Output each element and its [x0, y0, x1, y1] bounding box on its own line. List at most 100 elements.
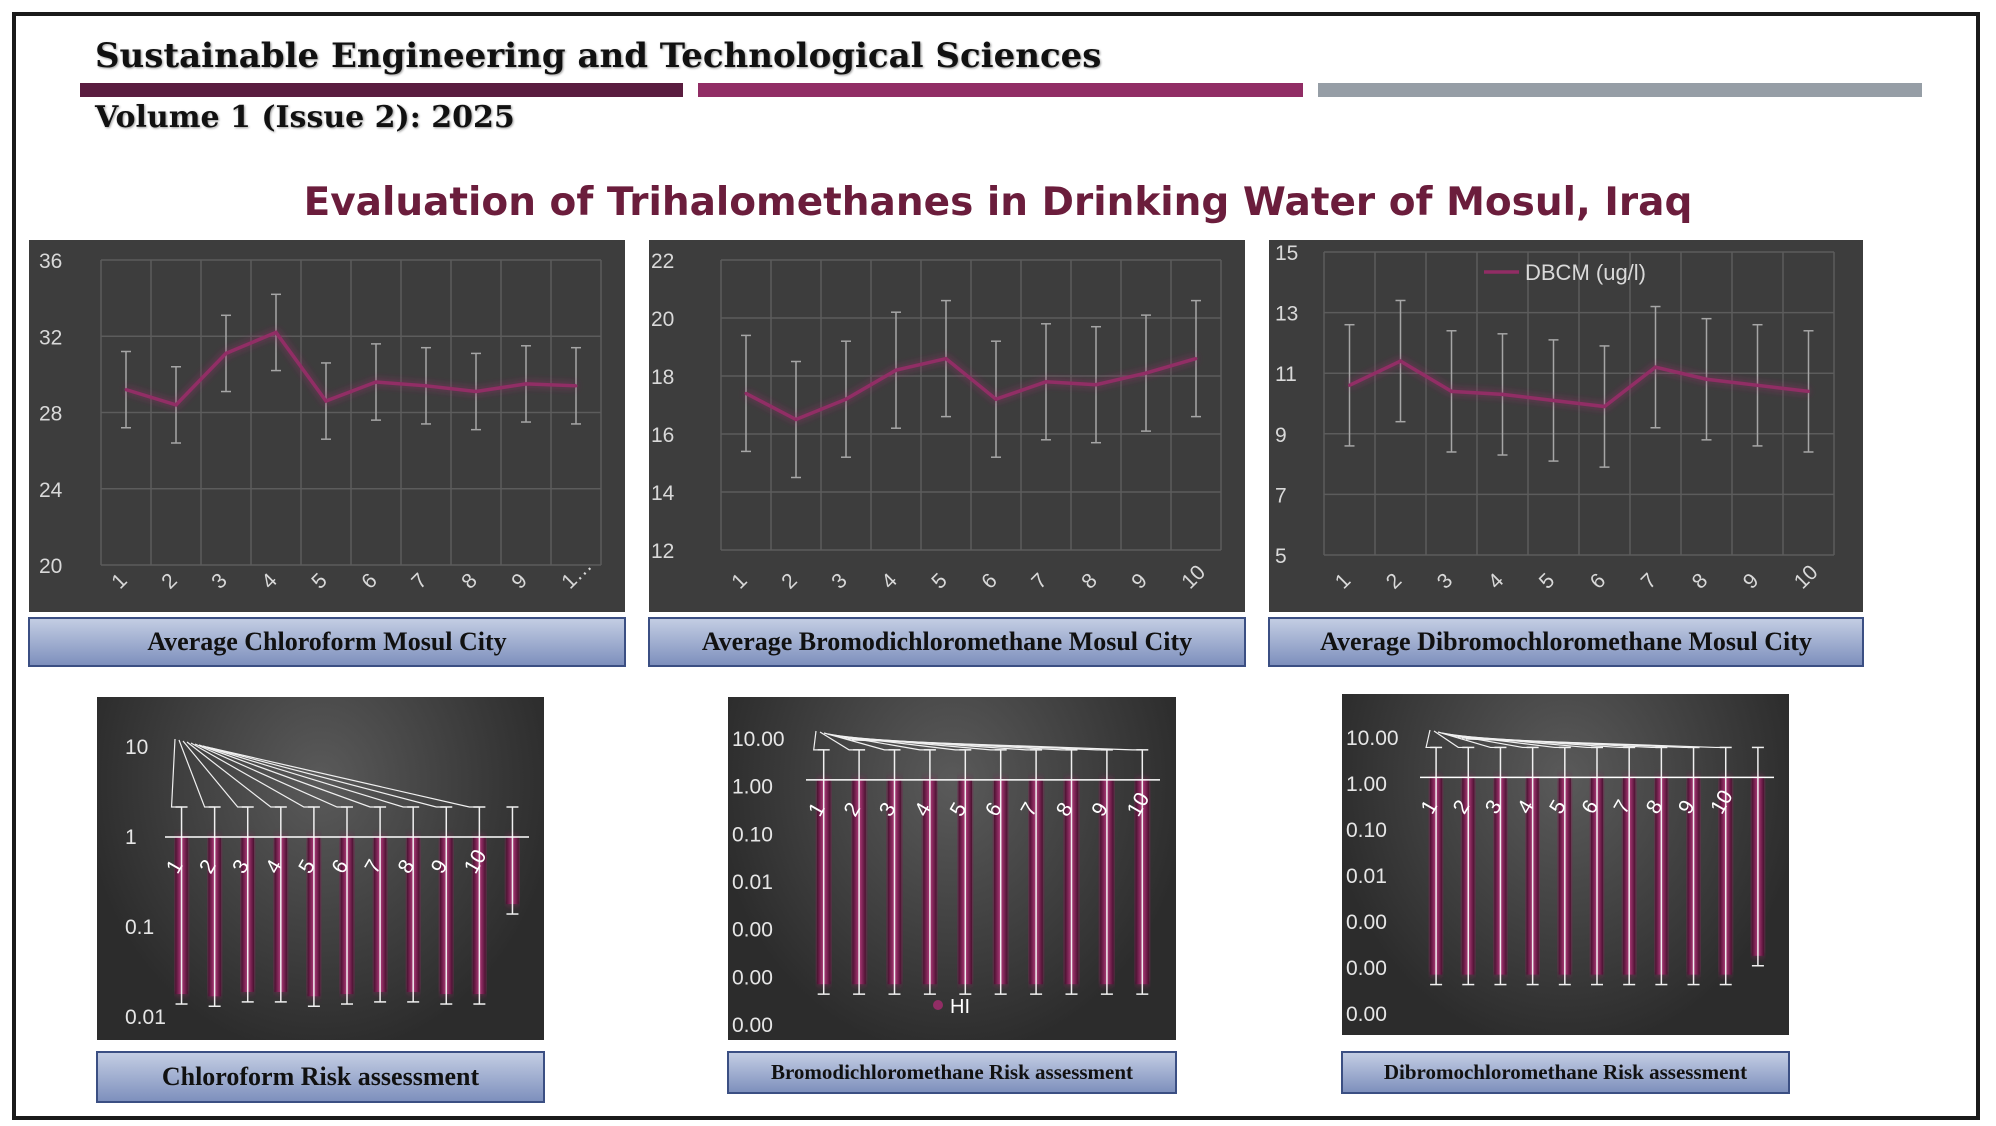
- data-point: [1705, 377, 1708, 381]
- x-tick-label: 2: [777, 569, 802, 594]
- label-leader: [198, 744, 381, 808]
- y-tick-label: 0.10: [732, 823, 773, 846]
- data-point: [574, 384, 578, 388]
- chloroform-line-chart: 36 32 28 24 20 1 2 3 4 5 6 7 8 9 1…: [29, 240, 625, 612]
- data-point: [1807, 389, 1810, 393]
- x-tick-label: 1: [107, 569, 132, 594]
- x-tick-label: 10: [1790, 561, 1823, 594]
- data-point: [994, 397, 998, 401]
- y-tick-label: 20: [651, 308, 674, 331]
- y-tick-label: 1.00: [732, 776, 773, 799]
- x-tick-label: 7: [407, 569, 432, 594]
- y-tick-label: 36: [39, 250, 62, 273]
- x-tick-label: 5: [307, 569, 332, 594]
- x-tick-label: 2: [1382, 569, 1407, 594]
- x-tick-label: 1: [1331, 569, 1356, 594]
- x-tick-label: 4: [1484, 569, 1509, 594]
- x-tick-label: 1: [727, 569, 752, 594]
- x-tick-label: 4: [877, 569, 902, 594]
- dibromochloromethane-line-chart: 15 13 11 9 7 5 1 2 3 4 5 6 7 8 9 10 DBCM (ug/l): [1269, 240, 1863, 612]
- label-leader: [182, 740, 248, 808]
- data-point: [1756, 383, 1759, 387]
- x-tick-label: 3: [1433, 569, 1458, 594]
- label-leader: [206, 746, 447, 808]
- y-tick-label: 0.01: [1346, 865, 1387, 888]
- label-leader: [851, 739, 1143, 751]
- x-tick-label: 3: [827, 569, 852, 594]
- label-leader: [202, 745, 414, 808]
- y-tick-label: 16: [651, 424, 674, 447]
- y-tick-label: 0.10: [1346, 819, 1387, 842]
- data-point: [1501, 392, 1504, 396]
- y-tick-label: 22: [651, 250, 674, 273]
- legend-label: DBCM (ug/l): [1525, 260, 1646, 285]
- y-tick-label: 24: [39, 479, 63, 502]
- y-tick-label: 12: [651, 540, 674, 563]
- bromodichloromethane-caption: Average Bromodichloromethane Mosul City: [648, 617, 1246, 667]
- x-tick-label: 5: [1535, 569, 1560, 594]
- x-tick-label: 9: [1739, 569, 1764, 594]
- y-tick-label: 0.01: [125, 1006, 166, 1029]
- label-leader: [210, 747, 480, 808]
- volume-issue: Volume 1 (Issue 2): 2025: [95, 100, 515, 135]
- bar-label: 10: [460, 846, 492, 878]
- chloroform-risk-caption: Chloroform Risk assessment: [96, 1051, 545, 1103]
- dibromochloromethane-risk-chart: 10.00 1.00 0.10 0.01 0.00 0.00 0.00 1 2 3 4 5 6 7 8 9 10: [1342, 694, 1789, 1035]
- x-tick-label: 6: [357, 569, 382, 594]
- label-leader: [186, 741, 281, 808]
- y-tick-label: 32: [39, 326, 62, 349]
- y-tick-label: 1.00: [1346, 773, 1387, 796]
- label-leader: [194, 743, 347, 808]
- data-point: [174, 403, 178, 407]
- data-point: [524, 382, 528, 386]
- header-bar-grey: [1318, 83, 1922, 97]
- data-point: [894, 368, 898, 372]
- data-point: [1603, 405, 1606, 409]
- y-tick-label: 0.00: [732, 966, 773, 989]
- y-tick-label: 0.00: [1346, 1003, 1387, 1026]
- journal-title: Sustainable Engineering and Technologica…: [95, 36, 1102, 76]
- y-tick-label: 15: [1275, 242, 1298, 265]
- data-point: [1348, 383, 1351, 387]
- y-tick-label: 10.00: [732, 728, 785, 751]
- label-leader: [1425, 729, 1437, 749]
- data-point: [1552, 398, 1555, 402]
- label-leader: [178, 739, 215, 808]
- x-tick-label: 7: [1027, 569, 1052, 594]
- x-tick-label: 9: [1127, 569, 1152, 594]
- x-tick-label: 5: [927, 569, 952, 594]
- bar-label: 10: [1706, 786, 1738, 818]
- x-tick-label: 6: [977, 569, 1002, 594]
- x-tick-label: 3: [207, 569, 232, 594]
- y-tick-label: 7: [1275, 484, 1287, 507]
- bromodichloromethane-risk-caption: Bromodichloromethane Risk assessment: [727, 1051, 1177, 1094]
- x-tick-label: 7: [1637, 569, 1662, 594]
- y-tick-label: 0.1: [125, 916, 154, 939]
- data-point: [324, 399, 328, 403]
- poster-title: Evaluation of Trihalomethanes in Drinkin…: [303, 180, 1693, 225]
- series-line: [125, 330, 577, 407]
- dibromochloromethane-caption: Average Dibromochloromethane Mosul City: [1268, 617, 1864, 667]
- y-tick-label: 0.00: [1346, 911, 1387, 934]
- y-tick-label: 0.00: [1346, 957, 1387, 980]
- label-leader: [170, 738, 182, 808]
- series-line: [1348, 359, 1809, 409]
- y-tick-label: 0.00: [732, 1014, 773, 1037]
- label-leader: [1437, 731, 1501, 749]
- bromodichloromethane-line-chart: 22 20 18 16 14 12 1 2 3 4 5 6 7 8 9 10: [649, 240, 1245, 612]
- y-tick-label: 0.00: [732, 919, 773, 942]
- x-tick-label: 9: [507, 569, 532, 594]
- data-point: [474, 390, 478, 394]
- data-point: [374, 380, 378, 384]
- label-leader: [823, 732, 895, 751]
- bar-label: 10: [1123, 789, 1155, 821]
- data-point: [1654, 365, 1657, 369]
- y-tick-label: 28: [39, 403, 62, 426]
- y-tick-label: 0.01: [732, 871, 773, 894]
- label-leader: [190, 742, 314, 808]
- x-tick-label: 10: [1177, 561, 1210, 594]
- bromodichloromethane-risk-chart: 10.00 1.00 0.10 0.01 0.00 0.00 0.00 1 2 3 4 5 6 7 8 9 10…: [728, 697, 1176, 1040]
- y-tick-label: 1: [125, 826, 137, 849]
- y-tick-label: 10.00: [1346, 727, 1399, 750]
- data-point: [1399, 359, 1402, 363]
